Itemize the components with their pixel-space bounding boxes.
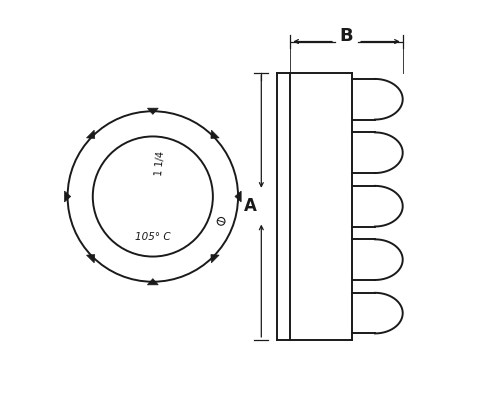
- Polygon shape: [211, 255, 219, 263]
- Polygon shape: [64, 191, 71, 202]
- Polygon shape: [147, 279, 158, 285]
- Text: 1 1/4: 1 1/4: [155, 151, 167, 176]
- Text: 105° C: 105° C: [135, 232, 170, 242]
- Text: B: B: [340, 27, 353, 45]
- Text: A: A: [244, 197, 257, 215]
- Polygon shape: [211, 130, 219, 138]
- Polygon shape: [86, 130, 95, 138]
- Polygon shape: [235, 191, 241, 202]
- Polygon shape: [86, 255, 95, 263]
- Polygon shape: [147, 108, 158, 114]
